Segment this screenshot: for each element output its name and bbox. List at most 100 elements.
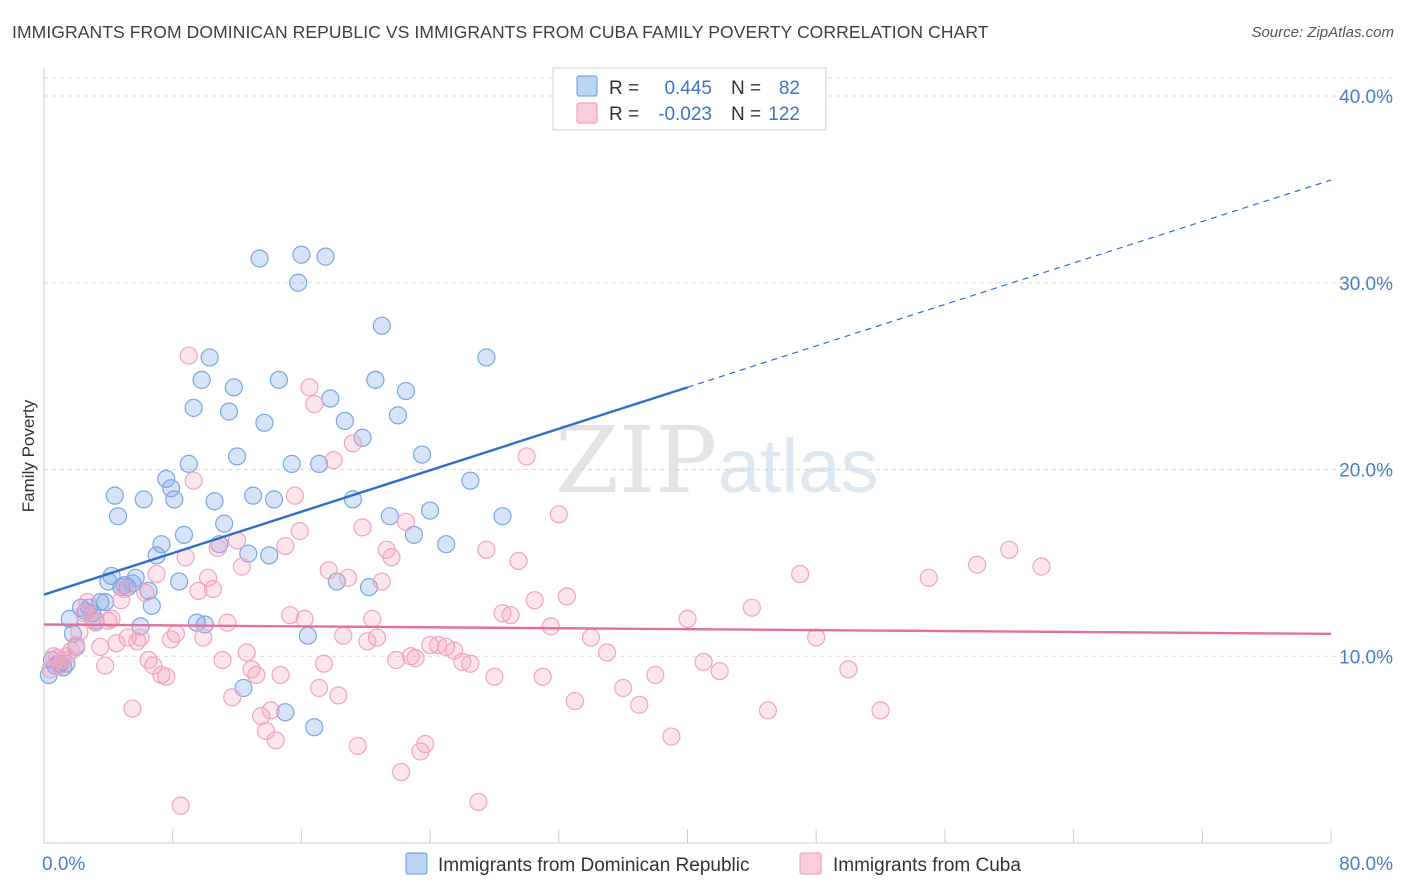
point-dominican (388, 406, 408, 425)
point-cuba (1032, 557, 1051, 576)
point-cuba (213, 650, 232, 670)
point-cuba (509, 551, 528, 571)
point-cuba (967, 555, 987, 574)
stats-r-value-1: 0.445 (664, 78, 712, 99)
point-cuba (758, 701, 778, 720)
stats-legend-box (552, 67, 827, 131)
series-legend: Immigrants from Dominican Republic Immig… (405, 852, 1021, 876)
legend-swatch-dominican (405, 852, 428, 875)
point-cuba (44, 647, 63, 666)
point-cuba (353, 518, 372, 537)
point-cuba (266, 731, 285, 750)
point-cuba (517, 447, 536, 466)
point-cuba (171, 796, 190, 815)
point-dominican (298, 626, 317, 645)
point-dominican (269, 370, 288, 389)
stats-swatch-cuba (576, 102, 598, 124)
point-dominican (219, 402, 239, 421)
point-cuba (406, 649, 425, 668)
stats-r-label-1: R = (609, 78, 639, 99)
point-cuba (62, 641, 81, 660)
point-dominican (477, 348, 496, 367)
point-dominican (335, 411, 354, 431)
stats-n-label-1: N = (731, 78, 761, 99)
point-dominican (184, 398, 203, 417)
point-dominican (404, 525, 424, 544)
stats-r-value-2: -0.023 (658, 104, 712, 125)
point-cuba (112, 591, 131, 610)
point-cuba (678, 609, 697, 629)
point-cuba (694, 652, 713, 671)
point-dominican (157, 469, 176, 488)
legend-label-cuba: Immigrants from Cuba (833, 855, 1021, 876)
point-cuba (309, 678, 329, 698)
trend-line-cuba (43, 623, 1332, 636)
point-cuba (232, 557, 251, 576)
point-cuba (541, 617, 560, 636)
point-cuba (646, 665, 665, 685)
point-cuba (300, 378, 319, 397)
point-cuba (382, 548, 401, 567)
point-dominican (493, 507, 512, 526)
y-tick-label: 20.0% (1339, 461, 1393, 482)
point-cuba (184, 471, 203, 490)
point-cuba (247, 665, 266, 685)
legend-label-dominican: Immigrants from Dominican Republic (438, 855, 750, 876)
point-cuba (461, 654, 480, 673)
point-dominican (170, 572, 189, 591)
point-cuba (161, 630, 181, 649)
point-cuba (525, 591, 544, 610)
point-cuba (329, 686, 348, 705)
point-dominican (250, 249, 269, 268)
point-dominican (372, 316, 391, 335)
point-dominican (244, 486, 263, 505)
point-dominican (412, 445, 432, 464)
point-cuba (78, 592, 97, 612)
point-dominican (343, 490, 362, 509)
trend-lines (43, 179, 1332, 636)
point-cuba (70, 622, 89, 642)
point-dominican (421, 501, 440, 520)
y-tick-label: 10.0% (1339, 647, 1393, 668)
point-dominican (192, 370, 211, 389)
trend-line-dominican (43, 386, 688, 596)
point-cuba (276, 536, 295, 556)
watermark-atlas: atlas (718, 424, 879, 509)
point-cuba (358, 632, 377, 651)
axes: 10.0% 20.0% 30.0% 40.0% (43, 68, 1393, 844)
point-dominican (139, 581, 158, 600)
point-cuba (597, 643, 617, 662)
point-cuba (807, 628, 826, 647)
point-cuba (319, 561, 338, 580)
point-dominican (205, 492, 224, 511)
point-cuba (91, 637, 110, 657)
point-cuba (662, 727, 681, 746)
point-cuba (871, 701, 890, 720)
point-cuba (261, 701, 280, 720)
point-cuba (256, 721, 276, 741)
point-cuba (630, 695, 649, 714)
point-cuba (710, 662, 729, 681)
point-cuba (223, 688, 242, 707)
stats-swatch-dominican (576, 75, 598, 97)
point-dominican (152, 535, 171, 554)
point-cuba (372, 572, 391, 591)
point-dominican (215, 514, 234, 533)
point-dominican (260, 546, 279, 565)
y-axis-label: Family Poverty (19, 399, 38, 512)
point-cuba (565, 691, 584, 711)
stats-legend: R = 0.445 N = 82 R = -0.023 N = 122 (552, 67, 827, 131)
legend-swatch-cuba (799, 852, 822, 875)
point-cuba (139, 650, 158, 670)
point-cuba (533, 667, 552, 686)
point-cuba (305, 395, 324, 414)
point-dominican (276, 703, 295, 722)
point-cuba (343, 434, 362, 453)
point-dominican (165, 490, 184, 509)
stats-n-value-2: 122 (768, 104, 800, 125)
point-cuba (791, 564, 810, 584)
point-cuba (147, 564, 166, 584)
point-cuba (557, 587, 576, 606)
point-dominican (91, 592, 110, 612)
